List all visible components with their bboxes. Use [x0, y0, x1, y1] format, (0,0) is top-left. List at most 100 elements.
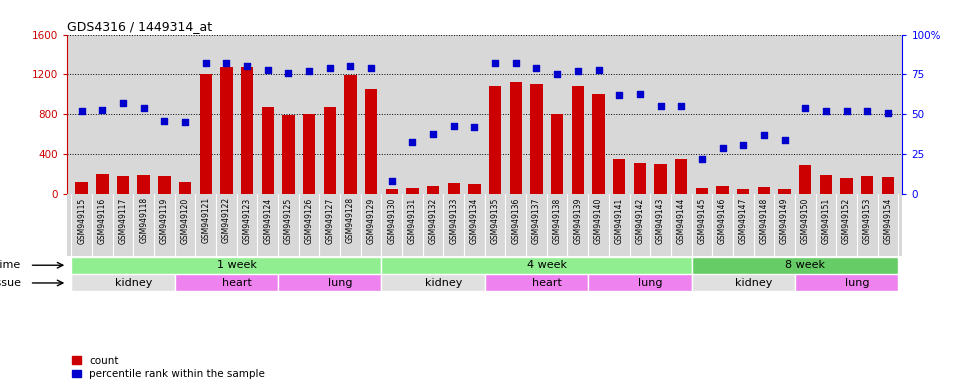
Bar — [795, 275, 899, 291]
Point — [343, 63, 358, 70]
Bar — [200, 74, 212, 194]
Point — [467, 124, 482, 130]
Point — [239, 63, 254, 70]
Bar — [820, 175, 832, 194]
Bar — [175, 275, 278, 291]
Text: GSM949140: GSM949140 — [594, 197, 603, 244]
Text: GSM949134: GSM949134 — [470, 197, 479, 244]
Bar — [365, 89, 377, 194]
Text: kidney: kidney — [114, 278, 152, 288]
Bar — [278, 275, 381, 291]
Bar — [71, 275, 175, 291]
Bar — [485, 275, 588, 291]
Point — [508, 60, 523, 66]
Text: GDS4316 / 1449314_at: GDS4316 / 1449314_at — [67, 20, 212, 33]
Text: GSM949116: GSM949116 — [98, 197, 107, 243]
Point — [674, 103, 689, 109]
Bar — [696, 188, 708, 194]
Bar — [655, 164, 667, 194]
Point — [322, 65, 337, 71]
Text: GSM949146: GSM949146 — [718, 197, 727, 244]
Text: lung: lung — [638, 278, 662, 288]
Text: GSM949147: GSM949147 — [738, 197, 748, 244]
Point — [384, 179, 399, 185]
Bar — [76, 182, 88, 194]
Point — [839, 108, 854, 114]
Text: GSM949135: GSM949135 — [491, 197, 499, 244]
Text: lung: lung — [327, 278, 352, 288]
Text: tissue: tissue — [0, 278, 21, 288]
Point — [633, 91, 648, 97]
Bar — [881, 177, 894, 194]
Bar — [345, 76, 356, 194]
Bar — [302, 114, 315, 194]
Bar — [468, 184, 481, 194]
Text: GSM949149: GSM949149 — [780, 197, 789, 244]
Text: GSM949130: GSM949130 — [387, 197, 396, 244]
Text: lung: lung — [845, 278, 869, 288]
Bar — [571, 86, 584, 194]
Text: GSM949153: GSM949153 — [863, 197, 872, 244]
Text: GSM949150: GSM949150 — [801, 197, 809, 244]
Bar — [158, 176, 171, 194]
Text: GSM949151: GSM949151 — [822, 197, 830, 243]
Point — [549, 71, 564, 78]
Text: GSM949132: GSM949132 — [428, 197, 438, 243]
Text: GSM949125: GSM949125 — [284, 197, 293, 243]
Bar — [691, 275, 795, 291]
Text: GSM949127: GSM949127 — [325, 197, 334, 243]
Bar — [634, 163, 646, 194]
Text: 4 week: 4 week — [527, 260, 566, 270]
Text: time: time — [0, 260, 21, 270]
Bar — [613, 159, 625, 194]
Text: kidney: kidney — [424, 278, 462, 288]
Text: GSM949133: GSM949133 — [449, 197, 458, 244]
Point — [260, 66, 276, 73]
Text: GSM949131: GSM949131 — [408, 197, 417, 243]
Text: GSM949138: GSM949138 — [553, 197, 562, 243]
Bar — [840, 178, 852, 194]
Text: heart: heart — [532, 278, 562, 288]
Point — [136, 105, 152, 111]
Point — [219, 60, 234, 66]
Text: heart: heart — [222, 278, 252, 288]
Bar — [406, 188, 419, 194]
Bar — [861, 176, 874, 194]
Point — [756, 132, 772, 138]
Point — [280, 70, 296, 76]
Point — [364, 65, 379, 71]
Point — [529, 65, 544, 71]
Text: GSM949129: GSM949129 — [367, 197, 375, 243]
Bar — [324, 107, 336, 194]
Text: kidney: kidney — [734, 278, 772, 288]
Bar — [779, 189, 791, 194]
Point — [859, 108, 875, 114]
Bar — [510, 83, 522, 194]
Point — [156, 118, 172, 124]
Point — [880, 110, 896, 116]
Point — [777, 137, 792, 143]
Bar — [530, 84, 542, 194]
Bar — [137, 175, 150, 194]
Bar — [551, 114, 564, 194]
Bar — [71, 257, 381, 274]
Bar — [220, 68, 232, 194]
Point — [590, 66, 606, 73]
Text: 1 week: 1 week — [217, 260, 256, 270]
Bar — [592, 94, 605, 194]
Bar — [716, 186, 729, 194]
Text: GSM949141: GSM949141 — [614, 197, 624, 243]
Bar — [799, 165, 811, 194]
Text: GSM949143: GSM949143 — [656, 197, 665, 244]
Point — [488, 60, 503, 66]
Point — [694, 156, 709, 162]
Point — [115, 100, 131, 106]
Text: GSM949152: GSM949152 — [842, 197, 852, 243]
Bar — [381, 275, 485, 291]
Bar — [691, 257, 899, 274]
Point — [425, 131, 441, 137]
Bar — [737, 189, 750, 194]
Bar — [117, 176, 130, 194]
Point — [715, 145, 731, 151]
Bar — [757, 187, 770, 194]
